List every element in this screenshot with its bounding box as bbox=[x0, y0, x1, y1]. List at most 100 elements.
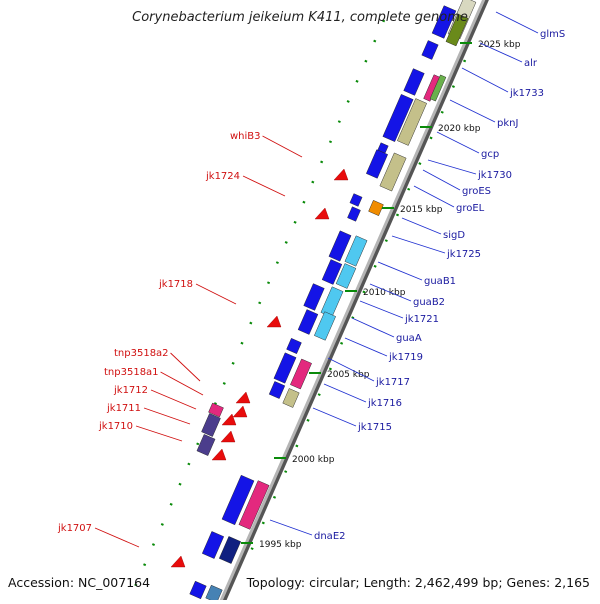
forward-gene-leader bbox=[422, 169, 461, 191]
forward-gene-label[interactable]: jk1730 bbox=[477, 170, 512, 181]
gene-block bbox=[349, 193, 363, 207]
gene-block bbox=[208, 402, 224, 418]
gene-block bbox=[282, 388, 300, 408]
gene-block bbox=[303, 283, 325, 311]
gene-block bbox=[238, 480, 270, 530]
kbp-tick-label: 2010 kbp bbox=[363, 288, 406, 298]
forward-gene-label[interactable]: groES bbox=[462, 186, 491, 197]
gene-block bbox=[218, 536, 242, 564]
gene-block bbox=[429, 74, 447, 102]
forward-gene-label[interactable]: jk1733 bbox=[509, 88, 544, 99]
gene-block bbox=[445, 13, 469, 47]
forward-gene-leader bbox=[391, 235, 446, 254]
gene-block bbox=[321, 259, 343, 285]
gene-block bbox=[379, 152, 407, 192]
outer-guide-dots bbox=[243, 59, 467, 566]
reverse-gene-leader bbox=[242, 175, 286, 197]
gene-block bbox=[431, 5, 457, 39]
accession-text: Accession: NC_007164 bbox=[8, 575, 151, 590]
reverse-gene-label[interactable]: whiB3 bbox=[230, 131, 261, 142]
forward-gene-leader bbox=[449, 99, 496, 123]
reverse-gene-label[interactable]: jk1718 bbox=[158, 279, 193, 290]
reverse-gene-arrow bbox=[170, 555, 186, 568]
kbp-tick-label: 2020 kbp bbox=[438, 124, 481, 134]
reverse-gene-arrow bbox=[266, 315, 282, 328]
forward-gene-label[interactable]: alr bbox=[524, 58, 538, 69]
kbp-tick-label: 2025 kbp bbox=[478, 40, 521, 50]
topology-text: Topology: circular; Length: 2,462,499 bp… bbox=[246, 575, 590, 590]
reverse-gene-arrow bbox=[235, 391, 251, 404]
gene-block bbox=[421, 40, 439, 60]
gene-block bbox=[268, 381, 286, 399]
gene-block bbox=[328, 230, 352, 262]
forward-gene-leader bbox=[495, 11, 539, 34]
forward-gene-leader bbox=[351, 317, 395, 338]
forward-gene-leader bbox=[436, 131, 480, 154]
forward-gene-label[interactable]: jk1716 bbox=[367, 398, 402, 409]
reverse-gene-leader bbox=[195, 283, 237, 305]
reverse-gene-leader bbox=[160, 371, 204, 396]
gene-block bbox=[201, 531, 225, 559]
gene-block bbox=[347, 206, 361, 222]
reverse-gene-leader bbox=[150, 389, 197, 410]
backbone-line bbox=[217, 0, 486, 604]
forward-gene-leader bbox=[359, 300, 404, 319]
reverse-gene-label[interactable]: jk1712 bbox=[113, 385, 148, 396]
kbp-tick-label: 2015 kbp bbox=[400, 205, 443, 215]
gene-block bbox=[273, 352, 297, 384]
reverse-gene-label[interactable]: tnp3518a1 bbox=[104, 367, 159, 378]
forward-gene-label[interactable]: jk1715 bbox=[357, 422, 392, 433]
reverse-gene-arrow bbox=[211, 448, 227, 461]
gene-block bbox=[366, 149, 388, 179]
gene-block bbox=[290, 358, 312, 390]
reverse-gene-leader bbox=[135, 425, 183, 442]
forward-gene-label[interactable]: groEL bbox=[456, 203, 485, 214]
page-title: Corynebacterium jeikeium K411, complete … bbox=[132, 10, 468, 25]
kbp-tick-label: 1995 kbp bbox=[259, 540, 302, 550]
forward-gene-label[interactable]: jk1719 bbox=[388, 352, 423, 363]
forward-gene-label[interactable]: sigD bbox=[443, 230, 465, 241]
reverse-gene-label[interactable]: jk1724 bbox=[205, 171, 240, 182]
forward-gene-label[interactable]: jk1717 bbox=[375, 377, 410, 388]
reverse-gene-leader bbox=[143, 407, 191, 425]
gene-block bbox=[205, 584, 223, 604]
gene-block bbox=[382, 94, 414, 142]
reverse-gene-arrow bbox=[221, 413, 237, 426]
forward-gene-leader bbox=[413, 185, 455, 208]
reverse-gene-label[interactable]: tnp3518a2 bbox=[114, 348, 169, 359]
gene-block bbox=[397, 98, 427, 146]
forward-gene-label[interactable]: jk1721 bbox=[404, 314, 439, 325]
gene-block bbox=[335, 263, 357, 289]
gene-block bbox=[189, 580, 207, 600]
reverse-gene-arrow bbox=[220, 430, 236, 443]
reverse-gene-label[interactable]: jk1710 bbox=[98, 421, 133, 432]
gene-block bbox=[201, 413, 221, 437]
forward-gene-leader bbox=[327, 357, 375, 382]
forward-gene-label[interactable]: glmS bbox=[540, 29, 565, 40]
forward-gene-label[interactable]: dnaE2 bbox=[314, 531, 346, 542]
reverse-gene-leader bbox=[262, 135, 303, 158]
forward-gene-label[interactable]: guaB1 bbox=[424, 276, 456, 287]
gene-block bbox=[344, 235, 368, 267]
gene-block bbox=[314, 311, 336, 341]
reverse-gene-leader bbox=[94, 527, 140, 548]
forward-gene-leader bbox=[479, 42, 523, 63]
forward-gene-label[interactable]: gcp bbox=[481, 149, 499, 160]
forward-gene-label[interactable]: pknJ bbox=[497, 118, 518, 129]
forward-gene-label[interactable]: guaA bbox=[396, 333, 422, 344]
forward-gene-label[interactable]: jk1725 bbox=[446, 249, 481, 260]
forward-gene-leader bbox=[344, 337, 388, 357]
forward-gene-label[interactable]: guaB2 bbox=[413, 297, 445, 308]
forward-gene-leader bbox=[377, 261, 423, 281]
reverse-gene-leader bbox=[170, 352, 201, 382]
forward-gene-leader bbox=[461, 67, 509, 93]
reverse-gene-label[interactable]: jk1711 bbox=[106, 403, 141, 414]
kbp-tick-label: 2005 kbp bbox=[327, 370, 370, 380]
reverse-gene-arrow bbox=[333, 168, 349, 181]
gene-block bbox=[297, 309, 319, 335]
reverse-gene-label[interactable]: jk1707 bbox=[57, 523, 92, 534]
backbone-shadow bbox=[218, 0, 489, 604]
forward-gene-leader bbox=[269, 519, 313, 536]
